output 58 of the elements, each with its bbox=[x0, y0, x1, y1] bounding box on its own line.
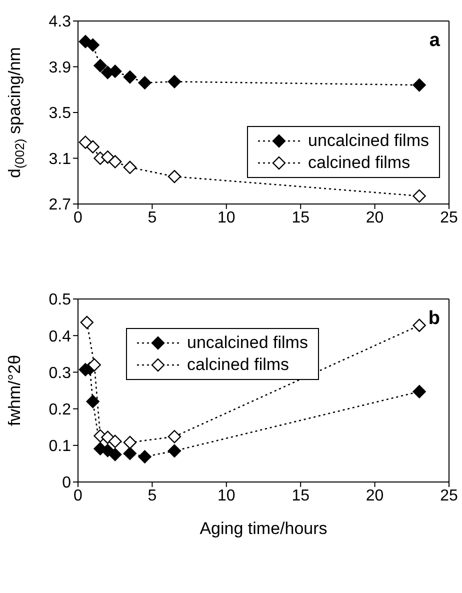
point bbox=[138, 450, 152, 464]
point bbox=[86, 140, 100, 154]
legend-label: uncalcined films bbox=[187, 332, 308, 354]
y-tick-label: 0.1 bbox=[48, 438, 72, 456]
point bbox=[168, 170, 182, 184]
x-axis-title: Aging time/hours bbox=[200, 519, 328, 538]
x-tick-label: 10 bbox=[218, 487, 236, 504]
legend-label: calcined films bbox=[308, 152, 410, 174]
point bbox=[168, 75, 182, 88]
point bbox=[108, 64, 122, 78]
point bbox=[101, 150, 114, 164]
y-tick-label: 0.5 bbox=[48, 292, 72, 309]
point bbox=[412, 385, 426, 398]
y-tick-label: 3.9 bbox=[48, 59, 72, 76]
x-tick-label: 20 bbox=[366, 209, 384, 226]
x-tick-label: 25 bbox=[440, 209, 458, 226]
x-tick-label: 0 bbox=[74, 209, 83, 226]
point bbox=[138, 76, 152, 90]
y-tick-label: 4.3 bbox=[48, 14, 72, 31]
point bbox=[412, 189, 426, 203]
point bbox=[94, 59, 107, 72]
y-tick-label: 0 bbox=[62, 474, 72, 492]
y-tick-label: 3.1 bbox=[48, 150, 72, 168]
point bbox=[168, 444, 182, 458]
point bbox=[108, 434, 122, 448]
point bbox=[108, 448, 122, 462]
point bbox=[86, 394, 100, 408]
x-tick-label: 0 bbox=[74, 487, 83, 504]
y-tick-label: 0.3 bbox=[48, 364, 72, 382]
x-tick-label: 10 bbox=[218, 209, 236, 226]
point bbox=[412, 78, 426, 92]
point bbox=[412, 318, 426, 332]
legend-label: uncalcined films bbox=[308, 130, 429, 152]
point bbox=[86, 38, 100, 52]
point bbox=[123, 160, 137, 174]
x-tick-label: 20 bbox=[366, 487, 384, 504]
y-tick-label: 2.7 bbox=[48, 196, 72, 214]
point bbox=[108, 155, 122, 168]
x-tick-label: 25 bbox=[440, 487, 458, 504]
legend-label: calcined films bbox=[187, 354, 290, 376]
y-tick-label: 0.2 bbox=[48, 401, 72, 418]
point bbox=[168, 430, 182, 444]
point bbox=[123, 70, 137, 84]
point bbox=[123, 446, 137, 460]
x-tick-label: 15 bbox=[292, 209, 310, 226]
point bbox=[88, 358, 101, 372]
x-tick-label: 5 bbox=[148, 487, 157, 504]
annotation: b bbox=[428, 308, 440, 330]
x-tick-label: 5 bbox=[148, 209, 157, 226]
point bbox=[123, 436, 137, 450]
point bbox=[80, 316, 94, 330]
y-tick-label: 3.5 bbox=[48, 105, 72, 122]
annotation: a bbox=[429, 30, 440, 52]
y-tick-label: 0.4 bbox=[48, 328, 72, 346]
point bbox=[78, 136, 92, 149]
y-axis-title: fwhm/°2θ bbox=[5, 354, 24, 426]
point bbox=[101, 430, 114, 444]
x-tick-label: 15 bbox=[292, 487, 310, 504]
